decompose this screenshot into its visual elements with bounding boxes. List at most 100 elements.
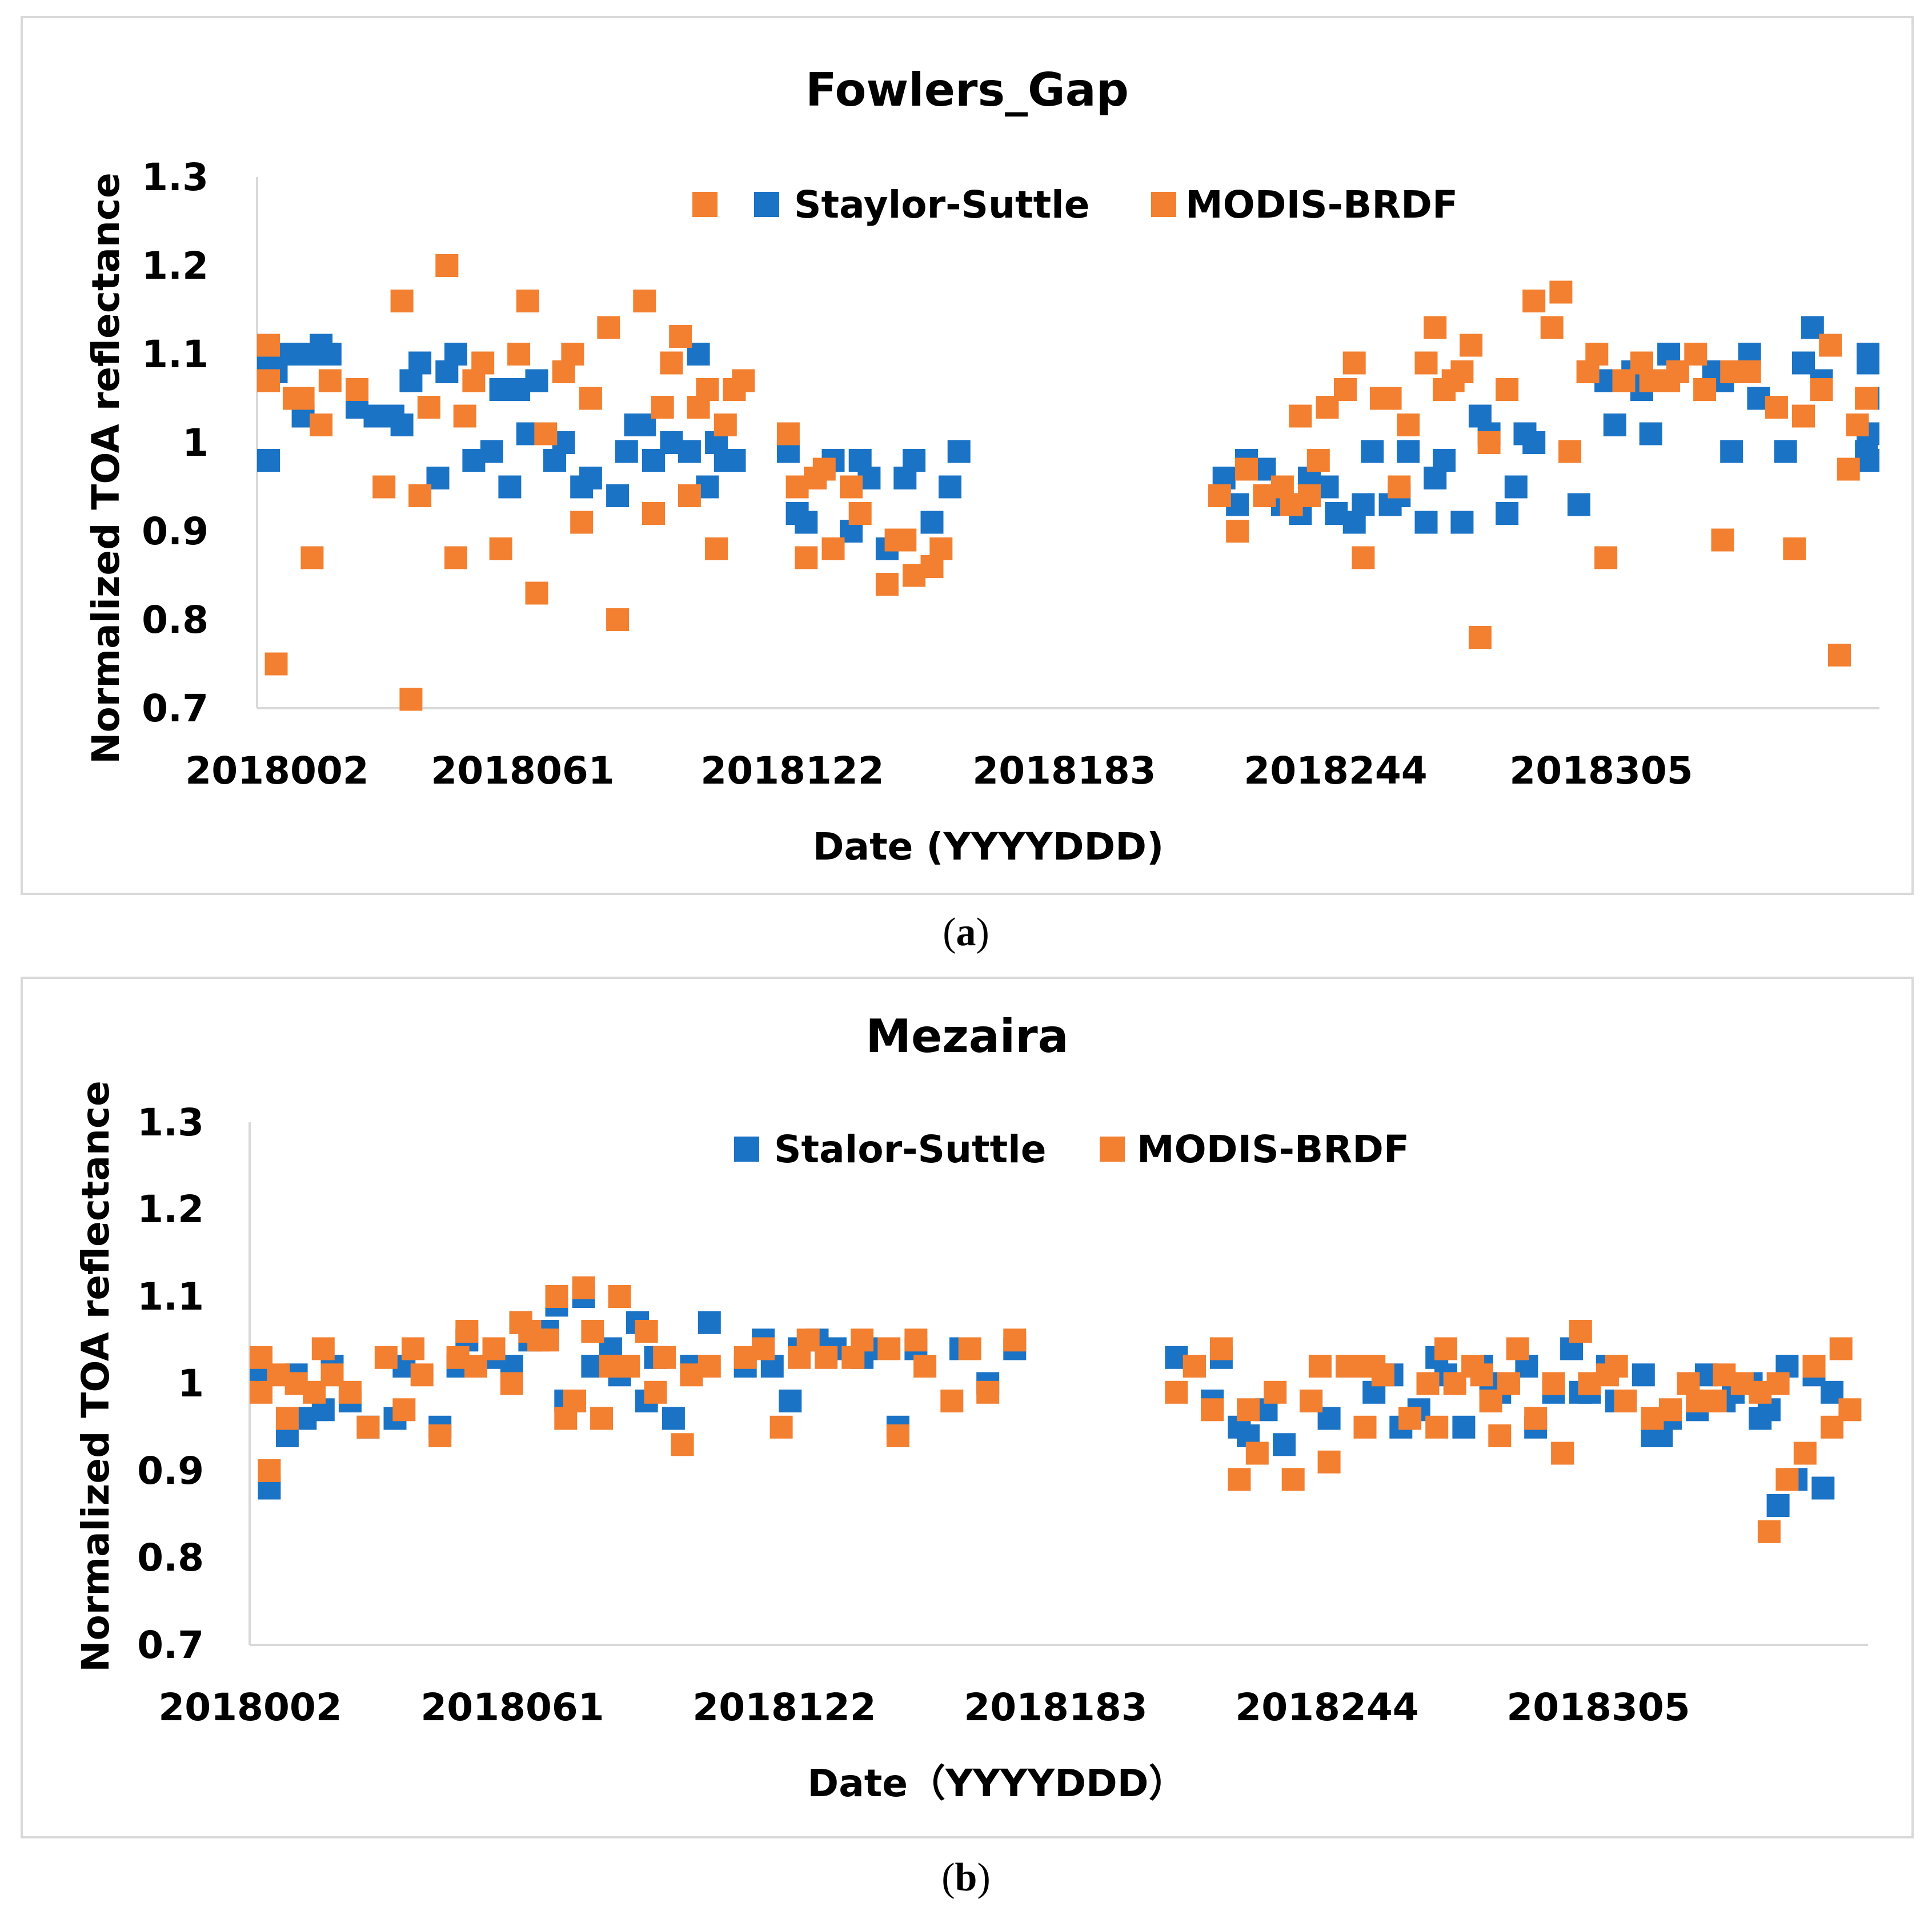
data-point-modis-brdf	[1549, 280, 1573, 304]
y-tick-label: 1	[182, 421, 209, 465]
data-point-modis-brdf	[390, 290, 414, 312]
data-point-staylor-suttle	[947, 440, 971, 463]
data-point-modis-brdf	[500, 1372, 523, 1395]
data-point-modis-brdf	[258, 1459, 281, 1482]
data-point-modis-brdf	[561, 343, 584, 366]
data-point-modis-brdf	[597, 316, 620, 339]
data-point-modis-brdf	[1209, 1337, 1233, 1360]
chart-legend: Stalor-Suttle MODIS-BRDF	[734, 1127, 1409, 1171]
y-tick-label: 0.8	[137, 1536, 204, 1580]
data-point-modis-brdf	[1829, 1337, 1853, 1360]
y-tick-label: 0.7	[142, 686, 209, 730]
x-tick-label: 2018305	[1509, 749, 1693, 793]
data-point-modis-brdf	[1540, 316, 1564, 339]
data-point-modis-brdf	[346, 378, 368, 401]
data-point-modis-brdf	[338, 1380, 362, 1404]
y-tick-label: 1.2	[142, 244, 209, 288]
data-point-modis-brdf	[1855, 387, 1878, 410]
data-point-modis-brdf	[1793, 1442, 1817, 1465]
data-point-staylor-suttle	[480, 440, 503, 463]
data-point-modis-brdf	[913, 1355, 937, 1378]
data-point-modis-brdf	[815, 1346, 838, 1369]
data-point-modis-brdf	[1414, 351, 1438, 375]
data-point-modis-brdf	[570, 511, 594, 534]
data-point-staylor-suttle	[444, 343, 467, 366]
data-point-modis-brdf	[572, 1276, 595, 1299]
chart-title: Fowlers_Gap	[805, 63, 1129, 117]
data-point-modis-brdf	[579, 387, 602, 410]
data-point-modis-brdf	[678, 484, 701, 507]
data-point-modis-brdf	[1235, 457, 1258, 481]
data-point-modis-brdf	[1201, 1398, 1224, 1422]
data-point-staylor-suttle	[903, 449, 926, 472]
data-point-modis-brdf	[904, 1328, 928, 1352]
data-point-modis-brdf	[875, 573, 899, 596]
data-point-modis-brdf	[536, 1328, 559, 1352]
data-point-modis-brdf	[1424, 316, 1447, 339]
data-point-modis-brdf	[1334, 378, 1357, 401]
data-point-modis-brdf	[1003, 1328, 1027, 1352]
data-point-modis-brdf	[1342, 351, 1366, 375]
data-point-modis-brdf	[402, 1337, 424, 1360]
data-point-staylor-suttle	[525, 369, 548, 392]
data-point-modis-brdf	[929, 537, 953, 560]
data-point-modis-brdf	[1477, 431, 1501, 454]
data-point-modis-brdf	[1237, 1398, 1260, 1422]
data-point-modis-brdf	[1594, 546, 1618, 569]
data-point-modis-brdf	[392, 1398, 416, 1422]
data-point-staylor-suttle	[1397, 440, 1420, 463]
y-tick-label: 0.8	[142, 598, 209, 642]
data-point-modis-brdf	[660, 351, 683, 375]
data-point-modis-brdf	[410, 1363, 434, 1387]
data-point-modis-brdf	[1496, 378, 1519, 401]
x-tick-label: 2018002	[158, 1685, 342, 1729]
data-point-modis-brdf	[1775, 1468, 1799, 1491]
y-axis-title: Normalized TOA reflectance	[84, 172, 128, 764]
legend-marker-staylor-suttle	[754, 192, 779, 217]
data-point-modis-brdf	[1352, 546, 1375, 569]
y-tick-label: 1.3	[142, 155, 209, 199]
data-point-modis-brdf	[372, 475, 396, 499]
panel-caption-letter: a	[956, 910, 976, 954]
data-point-modis-brdf	[507, 343, 531, 366]
x-tick-label: 2018305	[1506, 1685, 1690, 1729]
data-point-modis-brdf	[1497, 1372, 1520, 1395]
data-point-modis-brdf	[545, 1285, 568, 1308]
panel-caption-b: (b)	[941, 1856, 991, 1900]
data-point-modis-brdf	[1792, 404, 1815, 428]
data-point-modis-brdf	[851, 1328, 874, 1352]
data-point-modis-brdf	[893, 528, 917, 552]
x-tick-labels: 2018002 2018061 2018122 2018183 2018244 …	[158, 1685, 1690, 1729]
x-tick-label: 2018244	[1235, 1685, 1418, 1729]
data-point-modis-brdf	[1165, 1380, 1188, 1404]
data-point-modis-brdf	[563, 1390, 586, 1412]
data-point-stalor-suttle	[1766, 1494, 1790, 1517]
data-point-modis-brdf	[291, 387, 315, 410]
data-point-modis-brdf	[696, 378, 719, 401]
data-point-modis-brdf	[606, 608, 630, 631]
x-tick-label: 2018002	[185, 749, 368, 793]
data-point-staylor-suttle	[408, 351, 432, 375]
data-point-modis-brdf	[399, 688, 423, 711]
data-point-modis-brdf	[651, 396, 674, 419]
data-point-modis-brdf	[408, 484, 432, 507]
data-point-modis-brdf	[1765, 396, 1788, 419]
data-point-modis-brdf	[318, 369, 342, 392]
data-point-modis-brdf	[653, 1346, 676, 1369]
data-point-modis-brdf	[752, 1337, 775, 1360]
data-point-staylor-suttle	[1857, 343, 1879, 366]
data-point-modis-brdf	[1542, 1372, 1565, 1395]
data-point-modis-brdf	[1264, 1380, 1287, 1404]
data-point-modis-brdf	[1684, 343, 1707, 366]
data-point-modis-brdf	[1766, 1372, 1790, 1395]
chart-legend: Staylor-Suttle MODIS-BRDF	[692, 183, 1458, 227]
data-point-modis-brdf	[310, 413, 333, 436]
data-point-staylor-suttle	[795, 511, 818, 534]
data-point-staylor-suttle	[390, 413, 414, 436]
data-point-modis-brdf	[644, 1380, 667, 1404]
data-point-modis-brdf	[877, 1337, 901, 1360]
data-point-staylor-suttle	[678, 440, 701, 463]
data-point-modis-brdf	[1659, 1398, 1682, 1422]
data-point-modis-brdf	[848, 502, 872, 525]
